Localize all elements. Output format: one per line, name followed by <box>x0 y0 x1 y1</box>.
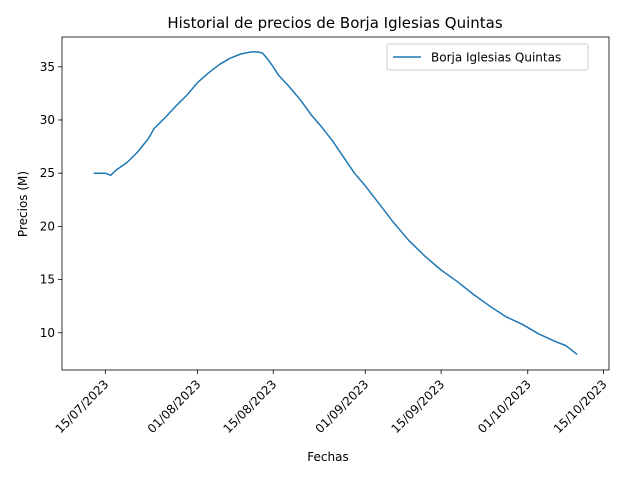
chart-title: Historial de precios de Borja Iglesias Q… <box>167 14 503 32</box>
series-line-borja-iglesias-quintas <box>93 51 578 356</box>
y-axis-ticks: 10 15 20 25 30 35 <box>40 60 62 340</box>
y-axis-label: Precios (M) <box>16 171 30 237</box>
legend-label: Borja Iglesias Quintas <box>431 51 561 65</box>
x-axis-label: Fechas <box>307 450 348 464</box>
y-tick-label: 25 <box>40 166 55 180</box>
plot-frame <box>61 36 610 371</box>
y-tick-label: 35 <box>40 60 55 74</box>
y-tick-label: 20 <box>40 219 55 233</box>
y-tick-label: 15 <box>40 273 55 287</box>
y-tick-label: 10 <box>40 326 55 340</box>
legend: Borja Iglesias Quintas <box>386 43 589 71</box>
y-tick-label: 30 <box>40 113 55 127</box>
legend-box <box>386 43 589 71</box>
